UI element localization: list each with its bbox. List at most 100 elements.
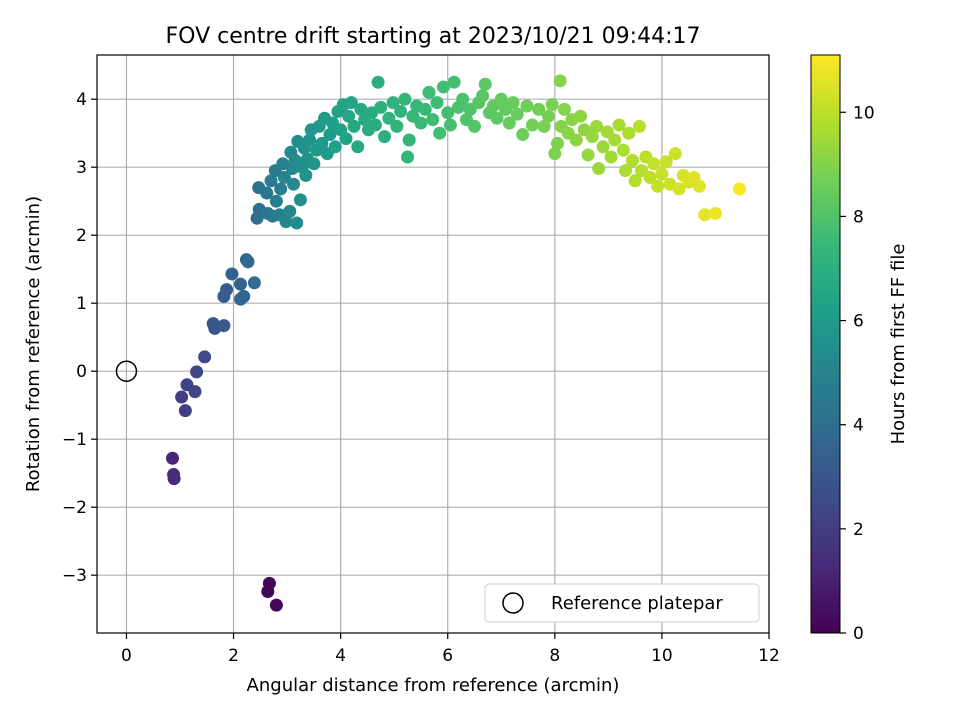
data-point [276, 157, 290, 171]
data-point [585, 130, 599, 144]
data-point [247, 276, 261, 290]
data-point [430, 96, 444, 110]
data-point [378, 130, 392, 144]
data-point [354, 102, 368, 116]
data-point [287, 177, 301, 191]
data-point [290, 216, 304, 230]
data-point [520, 99, 534, 113]
y-tick-label: −2 [62, 498, 87, 518]
colorbar-tick-label: 0 [853, 624, 864, 644]
data-point [382, 111, 396, 125]
data-point [659, 155, 673, 169]
data-point [590, 119, 604, 133]
data-point [368, 118, 382, 132]
data-point [422, 85, 436, 99]
data-point [178, 404, 192, 418]
y-tick-label: 1 [76, 294, 87, 314]
data-point [733, 182, 747, 196]
data-point [668, 147, 682, 161]
data-point [264, 174, 278, 188]
data-point [188, 385, 202, 399]
data-point [672, 182, 686, 196]
data-point [175, 390, 189, 404]
data-points [165, 74, 747, 612]
y-axis-ticks: −3 −2 −1 0 1 2 3 4 [62, 90, 97, 586]
data-point [569, 133, 583, 147]
data-point [351, 140, 365, 154]
data-point [618, 164, 632, 178]
data-point [692, 179, 706, 193]
grid-lines [97, 55, 770, 633]
data-point [490, 111, 504, 125]
data-point [433, 126, 447, 140]
data-point [443, 118, 457, 132]
data-point [347, 119, 361, 133]
data-point [494, 92, 508, 106]
data-point [339, 132, 353, 146]
data-point [225, 267, 239, 281]
data-point [698, 208, 712, 222]
data-point [651, 179, 665, 193]
data-point [402, 133, 416, 147]
y-tick-label: 3 [76, 158, 87, 178]
data-point [510, 107, 524, 121]
data-point [279, 215, 293, 229]
legend-marker-icon [502, 592, 524, 614]
colorbar-tick-label: 10 [853, 103, 875, 123]
data-point [315, 136, 329, 150]
data-point [274, 182, 288, 196]
data-point [190, 365, 204, 379]
data-point [217, 319, 231, 333]
data-point [307, 157, 321, 171]
data-point [426, 113, 440, 127]
colorbar-tick-label: 6 [853, 312, 864, 332]
data-point [557, 102, 571, 116]
x-tick-label: 2 [228, 646, 239, 666]
data-point [269, 598, 283, 612]
data-point [260, 186, 274, 200]
y-tick-label: −3 [62, 566, 87, 586]
x-axis-ticks: 0 2 4 6 8 10 12 [121, 633, 780, 666]
data-point [299, 168, 313, 182]
data-point [608, 133, 622, 147]
data-point [371, 75, 385, 89]
data-point [269, 194, 283, 208]
data-point [441, 106, 455, 120]
data-point [456, 92, 470, 106]
y-tick-label: 2 [76, 226, 87, 246]
data-point [344, 96, 358, 110]
data-point [647, 157, 661, 171]
colorbar-tick-label: 2 [853, 520, 864, 540]
data-point [592, 162, 606, 176]
data-point [655, 167, 669, 181]
data-point [398, 92, 412, 106]
chart-title: FOV centre drift starting at 2023/10/21 … [166, 24, 701, 49]
data-point [283, 204, 297, 218]
data-point [625, 153, 639, 167]
data-point [414, 116, 428, 130]
x-tick-label: 12 [758, 646, 780, 666]
data-point [537, 119, 551, 133]
data-point [622, 126, 636, 140]
colorbar-tick-label: 8 [853, 207, 864, 227]
data-point [277, 170, 291, 184]
x-tick-label: 10 [651, 646, 673, 666]
data-point [390, 119, 404, 133]
data-point [165, 451, 179, 465]
data-point [545, 98, 559, 112]
data-point [553, 74, 567, 88]
x-tick-label: 6 [442, 646, 453, 666]
data-point [220, 283, 234, 297]
data-point [328, 140, 342, 154]
data-point [632, 119, 646, 133]
y-tick-label: −1 [62, 430, 87, 450]
data-point [506, 96, 520, 110]
data-point [596, 140, 610, 154]
data-point [532, 102, 546, 116]
data-point [550, 136, 564, 150]
data-point [234, 277, 248, 291]
data-point [467, 119, 481, 133]
data-point [374, 100, 388, 114]
colorbar-ticks: 0 2 4 6 8 10 [840, 103, 875, 644]
